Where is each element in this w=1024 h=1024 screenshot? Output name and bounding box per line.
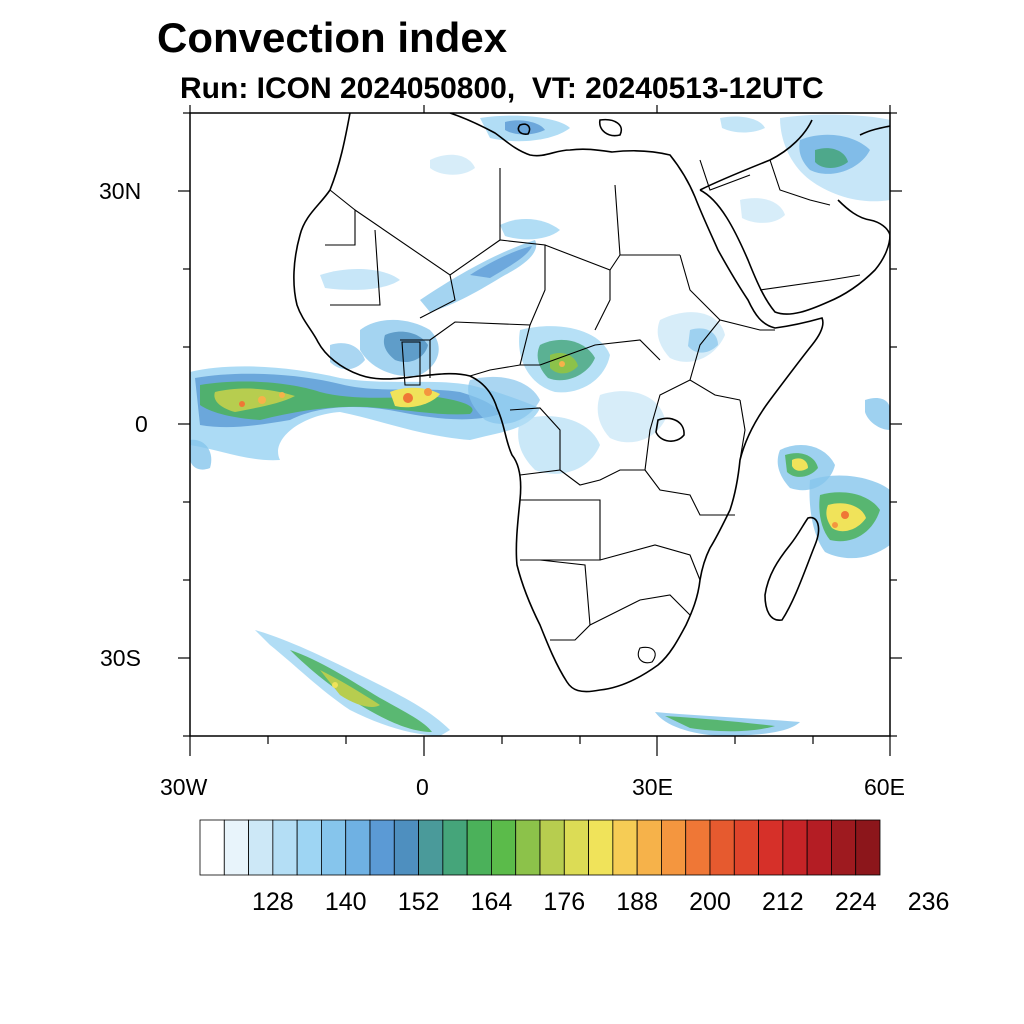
colorbar-swatch — [563, 819, 589, 876]
colorbar-tick-label: 152 — [397, 888, 440, 916]
colorbar-swatch — [855, 819, 881, 876]
lat-label-30n: 30N — [99, 178, 142, 204]
colorbar-tick-label: 164 — [470, 888, 513, 916]
map-title: Convection index — [157, 14, 508, 61]
colorbar-swatch — [393, 819, 419, 876]
colorbar-swatch — [418, 819, 444, 876]
colorbar-swatch — [345, 819, 371, 876]
colorbar-swatch — [685, 819, 711, 876]
colorbar-tick-label: 128 — [251, 888, 294, 916]
lat-label-30s: 30S — [100, 645, 141, 671]
colorbar-swatch — [491, 819, 517, 876]
lat-ticks — [178, 112, 902, 737]
colorbar-swatch — [758, 819, 784, 876]
colorbar-swatch — [248, 819, 274, 876]
colorbar-swatch — [515, 819, 541, 876]
colorbar-swatch — [636, 819, 662, 876]
colorbar-swatch — [588, 819, 614, 876]
colorbar-swatch — [466, 819, 492, 876]
colorbar-swatch — [199, 819, 225, 876]
convection-field — [190, 114, 890, 736]
colorbar-swatch — [296, 819, 322, 876]
colorbar-swatch — [539, 819, 565, 876]
colorbar-swatch — [733, 819, 759, 876]
country-borders — [325, 159, 861, 664]
lon-label-0: 0 — [416, 774, 429, 800]
colorbar-swatch — [782, 819, 808, 876]
colorbar-swatch — [272, 819, 298, 876]
lon-label-30w: 30W — [160, 774, 208, 800]
colorbar-tick-label: 236 — [907, 888, 950, 916]
colorbar-swatch — [661, 819, 687, 876]
colorbar-tick-label: 224 — [834, 888, 877, 916]
lon-label-60e: 60E — [864, 774, 905, 800]
lon-ticks — [189, 105, 891, 756]
map-subtitle: Run: ICON 2024050800, VT: 20240513-12UTC — [180, 72, 824, 105]
colorbar-tick-label: 176 — [543, 888, 586, 916]
colorbar-swatch — [321, 819, 347, 876]
colorbar-swatch — [612, 819, 638, 876]
colorbar-tick-label: 200 — [689, 888, 731, 916]
colorbar-swatch — [831, 819, 857, 876]
colorbar-tick-label: 212 — [761, 888, 804, 916]
colorbar-tick-label: 140 — [324, 888, 367, 916]
colorbar — [199, 819, 881, 876]
colorbar-swatch — [806, 819, 832, 876]
colorbar-tick-label: 188 — [616, 888, 658, 916]
colorbar-swatch — [223, 819, 249, 876]
colorbar-swatch — [369, 819, 395, 876]
lat-label-0: 0 — [135, 411, 148, 437]
colorbar-swatch — [709, 819, 735, 876]
colorbar-swatch — [442, 819, 468, 876]
lon-label-30e: 30E — [632, 774, 673, 800]
